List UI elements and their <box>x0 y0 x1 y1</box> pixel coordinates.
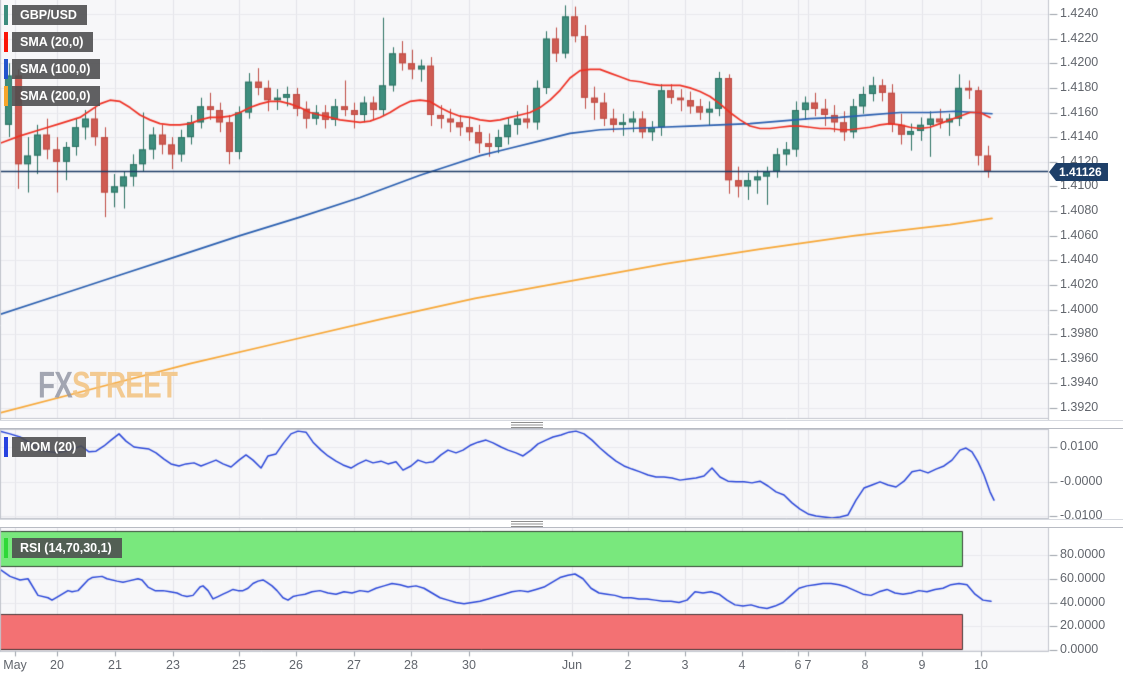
series-color-bar <box>4 32 8 52</box>
legend-label: RSI (14,70,30,1) <box>12 538 122 558</box>
price-axis-tick-label: 1.3940 <box>1060 375 1099 389</box>
legend-item-sma100[interactable]: SMA (100,0) <box>4 59 101 79</box>
price-axis-tick-label: 1.3920 <box>1060 400 1099 414</box>
panel-splitter[interactable] <box>0 420 1123 429</box>
price-axis-tick-label: 1.4080 <box>1060 203 1099 217</box>
legend-item-gbpusd[interactable]: GBP/USD <box>4 5 100 25</box>
date-axis-label: 28 <box>404 658 418 672</box>
splitter-grip-icon <box>511 521 543 527</box>
price-axis-tick-label: 1.4000 <box>1060 302 1099 316</box>
date-axis-label: 9 <box>918 658 926 672</box>
momentum-axis-tick-label: 0.0100 <box>1060 439 1099 453</box>
fxstreet-watermark: FXSTREET <box>38 365 178 407</box>
series-color-bar <box>4 59 8 79</box>
main-chart-legend: GBP/USD SMA (20,0) SMA (100,0) SMA (200,… <box>4 5 101 106</box>
rsi-axis-tick-label: 60.0000 <box>1060 571 1106 585</box>
date-axis-label: 10 <box>974 658 988 672</box>
legend-label: SMA (100,0) <box>12 59 101 79</box>
last-price-tag: 1.41126 <box>1049 163 1108 181</box>
rsi-axis-tick-label: 0.0000 <box>1060 642 1099 656</box>
date-axis-label: 26 <box>289 658 303 672</box>
date-axis-label: 3 <box>681 658 689 672</box>
rsi-axis-tick-label: 40.0000 <box>1060 595 1106 609</box>
price-tag-arrow-icon <box>1049 163 1056 181</box>
panel-splitter[interactable] <box>0 519 1123 528</box>
date-axis-label: May <box>3 658 27 672</box>
legend-label: GBP/USD <box>12 5 87 25</box>
price-axis-tick-label: 1.4220 <box>1060 31 1099 45</box>
price-axis-tick-label: 1.4140 <box>1060 129 1099 143</box>
rsi-axis-tick-label: 80.0000 <box>1060 547 1106 561</box>
legend-label: SMA (200,0) <box>12 86 101 106</box>
momentum-legend: MOM (20) <box>4 437 87 457</box>
price-axis-tick-label: 1.4040 <box>1060 252 1099 266</box>
date-axis-label: 30 <box>462 658 476 672</box>
momentum-axis-tick-label: -0.0100 <box>1060 508 1103 522</box>
legend-item-sma20[interactable]: SMA (20,0) <box>4 32 100 52</box>
price-axis-tick-label: 1.4060 <box>1060 228 1099 242</box>
legend-item-rsi[interactable]: RSI (14,70,30,1) <box>4 538 122 558</box>
series-color-bar <box>4 538 8 558</box>
date-axis-label: 25 <box>232 658 246 672</box>
legend-item-mom[interactable]: MOM (20) <box>4 437 87 457</box>
price-axis-tick-label: 1.4180 <box>1060 80 1099 94</box>
rsi-axis-tick-label: 20.0000 <box>1060 618 1106 632</box>
last-price-value: 1.41126 <box>1056 163 1108 181</box>
momentum-axis-tick-label: -0.0000 <box>1060 474 1103 488</box>
splitter-grip-icon <box>511 422 543 428</box>
date-axis-label: 21 <box>108 658 122 672</box>
price-axis-tick-label: 1.4160 <box>1060 105 1099 119</box>
price-axis-tick-label: 1.4200 <box>1060 55 1099 69</box>
date-axis-label: 23 <box>166 658 180 672</box>
date-axis-label: 4 <box>738 658 746 672</box>
price-axis-tick-label: 1.4020 <box>1060 277 1099 291</box>
date-axis-label: 8 <box>861 658 869 672</box>
legend-label: SMA (20,0) <box>12 32 94 52</box>
date-axis-label: 7 <box>804 658 812 672</box>
series-color-bar <box>4 437 8 457</box>
date-axis-label: 27 <box>347 658 361 672</box>
date-axis-label: 2 <box>624 658 632 672</box>
rsi-legend: RSI (14,70,30,1) <box>4 538 122 558</box>
series-color-bar <box>4 5 8 25</box>
legend-label: MOM (20) <box>12 437 87 457</box>
price-axis-tick-label: 1.3960 <box>1060 351 1099 365</box>
price-axis-tick-label: 1.4100 <box>1060 178 1099 192</box>
series-color-bar <box>4 86 8 106</box>
date-axis-label: Jun <box>561 658 583 672</box>
price-axis-tick-label: 1.4240 <box>1060 6 1099 20</box>
date-axis-label: 6 <box>794 658 802 672</box>
price-axis-tick-label: 1.3980 <box>1060 326 1099 340</box>
legend-item-sma200[interactable]: SMA (200,0) <box>4 86 101 106</box>
date-axis-label: 20 <box>50 658 64 672</box>
